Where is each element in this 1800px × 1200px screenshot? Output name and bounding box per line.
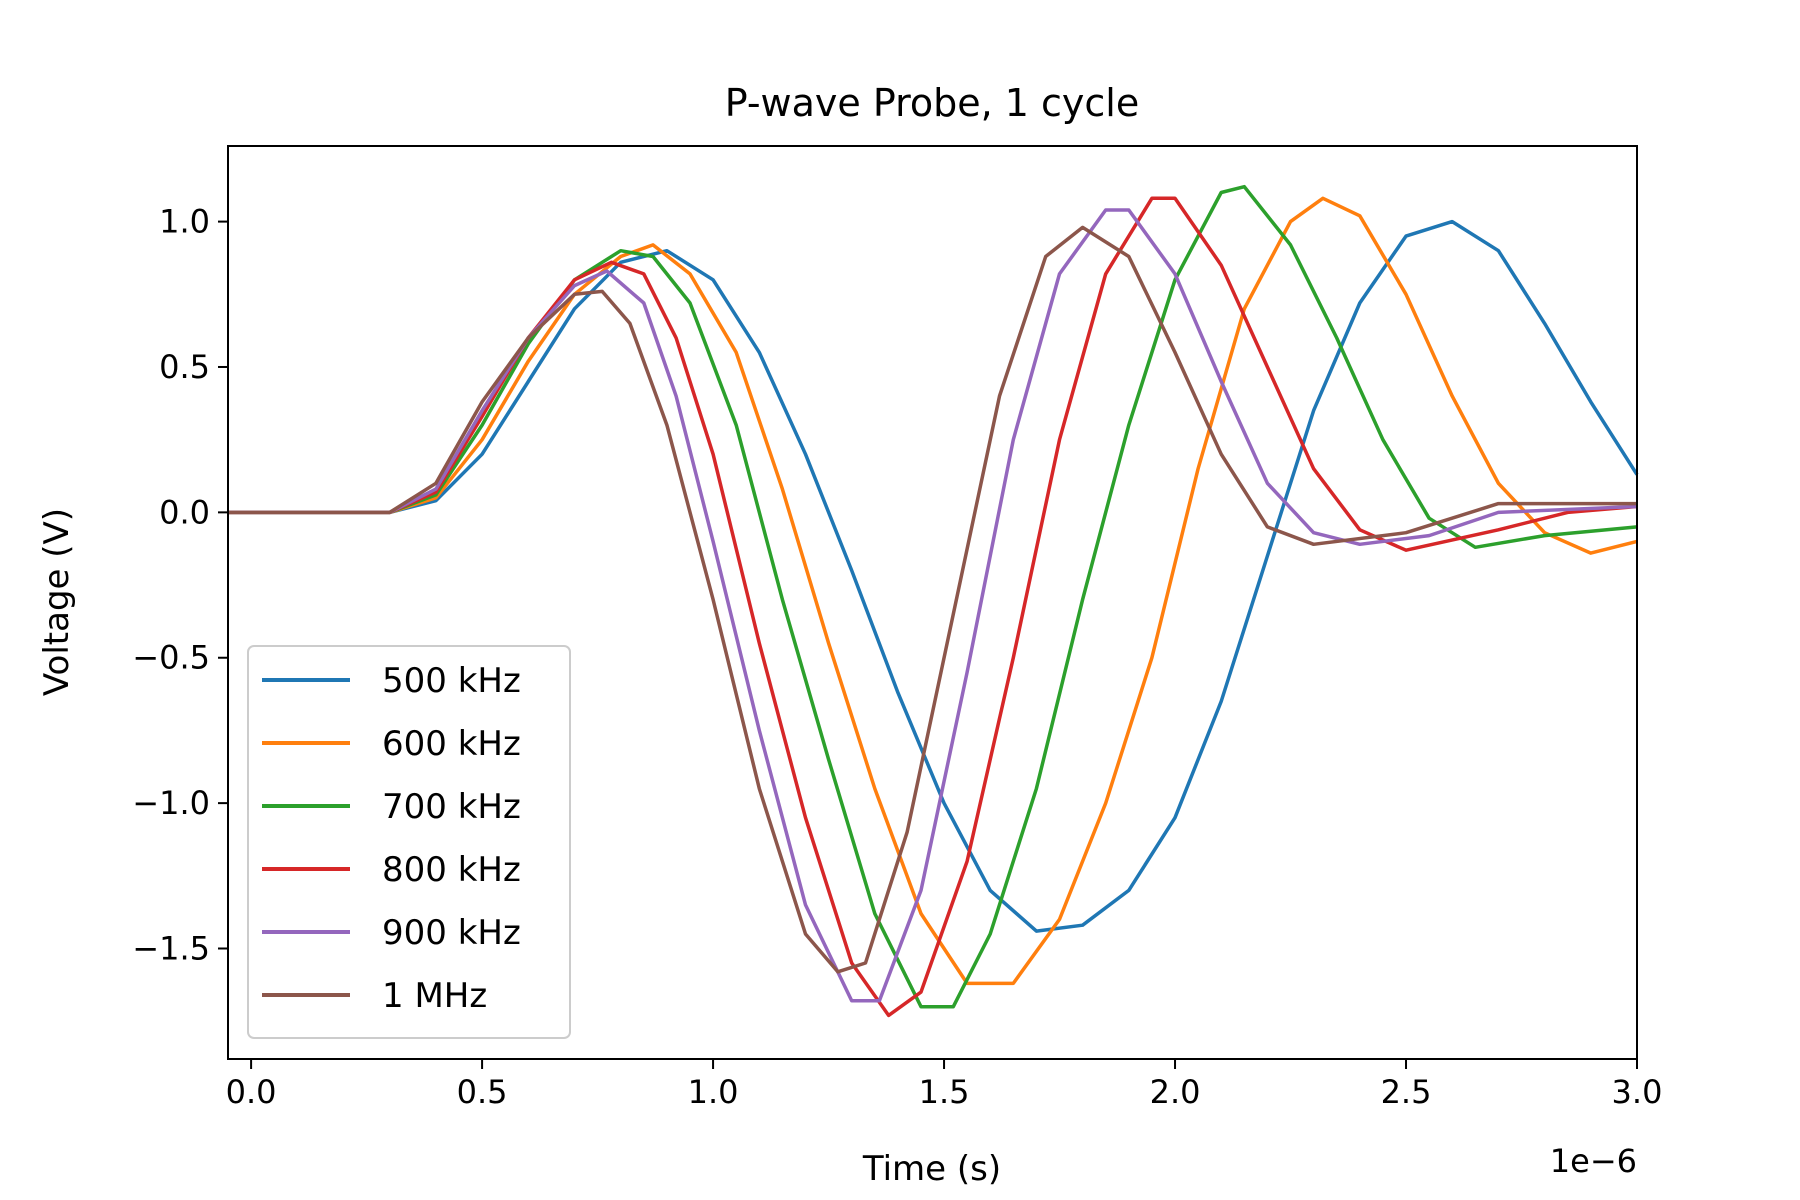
y-tick-label: 0.0: [159, 493, 210, 531]
x-tick-label: 2.5: [1381, 1073, 1432, 1111]
y-tick-label: 0.5: [159, 348, 210, 386]
legend-label: 700 kHz: [382, 787, 521, 827]
y-tick-label: −1.5: [132, 930, 210, 968]
x-tick-label: 3.0: [1612, 1073, 1663, 1111]
chart-title: P-wave Probe, 1 cycle: [725, 81, 1140, 125]
legend-label: 500 kHz: [382, 661, 521, 701]
x-tick-label: 0.0: [226, 1073, 277, 1111]
series-layer: [228, 184, 1639, 1018]
x-tick-label: 2.0: [1150, 1073, 1201, 1111]
series-line: [228, 225, 1637, 974]
x-axis-label: Time (s): [862, 1149, 1001, 1189]
x-offset-label: 1e−6: [1550, 1142, 1637, 1180]
series-line: [228, 219, 1639, 933]
legend-label: 900 kHz: [382, 913, 521, 953]
tick-layer: 0.0 0.5 1.0 1.5 2.0 2.5 3.0 1.0 0.5 0.0 −0.5 −1.0 −1…: [132, 203, 1662, 1111]
legend-label: 600 kHz: [382, 724, 521, 764]
y-tick-label: 1.0: [159, 203, 210, 241]
y-axis-label: Voltage (V): [37, 508, 77, 696]
series-line: [228, 208, 1638, 1003]
legend-label: 800 kHz: [382, 850, 521, 890]
y-tick-label: −1.0: [132, 784, 210, 822]
legend-label: 1 MHz: [382, 976, 487, 1016]
x-tick-label: 1.5: [919, 1073, 970, 1111]
y-tick-label: −0.5: [132, 639, 210, 677]
legend-entries: 500 kHz 600 kHz 700 kHz 800 kHz 900 kHz 1 MHz: [262, 661, 521, 1016]
x-tick-label: 0.5: [457, 1073, 508, 1111]
legend: 500 kHz 600 kHz 700 kHz 800 kHz 900 kHz 1 MHz: [247, 645, 571, 1039]
plot-frame: [227, 145, 1638, 1060]
series-line: [228, 196, 1638, 986]
series-line: [228, 196, 1638, 1018]
x-tick-label: 1.0: [688, 1073, 739, 1111]
